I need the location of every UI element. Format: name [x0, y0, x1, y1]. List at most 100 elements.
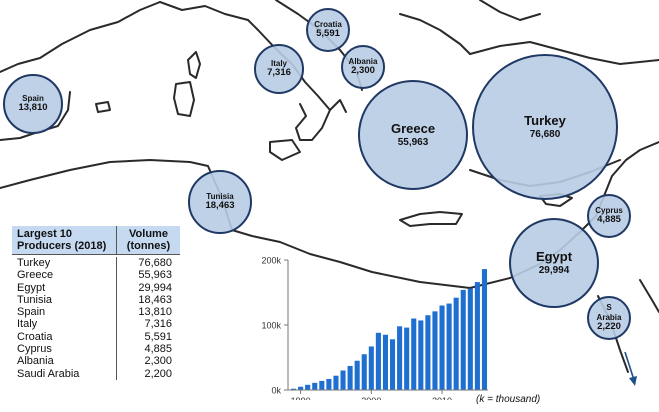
bar-2009 [432, 311, 438, 390]
coastline-red-sea-east [639, 279, 659, 313]
island-corsica [187, 51, 201, 79]
x-tick-label: 1990 [291, 396, 311, 400]
producer-country: Greece [17, 269, 54, 282]
producer-volume: 29,994 [116, 281, 180, 294]
bar-2004 [397, 326, 403, 390]
bar-2015 [474, 282, 480, 390]
bubble-label: Croatia [314, 19, 342, 29]
producer-volume: 76,680 [116, 257, 180, 270]
coastline-france [159, 1, 249, 21]
coastline-iberia [0, 1, 161, 73]
bar-1989 [290, 388, 297, 390]
bar-2005 [404, 327, 410, 390]
bubble-greece: Greece 55,963 [358, 80, 468, 190]
bar-2000 [368, 346, 374, 390]
bubble-value: 18,463 [205, 200, 235, 212]
y-tick-label: 100k [261, 321, 281, 331]
island-sardinia [173, 81, 195, 117]
bubble-albania: Albania 2,300 [341, 45, 385, 89]
bubble-value: 13,810 [18, 102, 48, 114]
bubble-value: 55,963 [397, 136, 429, 148]
table-row: Turkey 76,680 [12, 257, 180, 270]
table-row: Cyprus 4,885 [12, 343, 180, 356]
producer-volume: 2,300 [116, 355, 180, 368]
table-row: Egypt 29,994 [12, 281, 180, 294]
bar-2007 [418, 320, 424, 390]
bar-2016 [481, 269, 488, 390]
producer-country: Croatia [17, 330, 53, 343]
bar-2012 [453, 297, 459, 390]
y-tick-label: 0k [271, 386, 281, 396]
island-balearic [95, 101, 111, 113]
bubble-value: 5,591 [316, 28, 340, 40]
x-tick-label: 2010 [432, 396, 452, 400]
bubble-label: Egypt [535, 248, 573, 264]
header-volume: Volume (tonnes) [116, 226, 180, 254]
table-body: Turkey 76,680 Greece 55,963 Egypt 29,994 Tunis… [12, 255, 180, 380]
producer-volume: 5,591 [116, 330, 180, 344]
producer-volume: 2,200 [116, 367, 180, 380]
arrow-icon [624, 351, 637, 386]
bubble-label: Albania [348, 56, 378, 66]
bar-1994 [326, 378, 332, 390]
producers-table: Largest 10 Producers (2018) Volume (tonn… [12, 226, 180, 380]
header-producers: Largest 10 Producers (2018) [17, 228, 107, 252]
bubble-turkey: Turkey 76,680 [472, 54, 618, 200]
coastline-heel [329, 99, 347, 113]
bubble-label: Greece [390, 120, 436, 136]
bubble-croatia: Croatia 5,591 [306, 8, 350, 52]
bar-1996 [340, 370, 346, 390]
bubble-saudi-arabia: S Arabia 2,220 [587, 296, 631, 340]
table-row: Albania 2,300 [12, 355, 180, 368]
bubble-tunisia: Tunisia 18,463 [188, 170, 252, 234]
table-row: Spain 13,810 [12, 306, 180, 319]
bubble-italy: Italy 7,316 [254, 44, 304, 94]
island-crete [399, 211, 463, 227]
producer-country: Egypt [17, 281, 46, 294]
producer-country: Italy [17, 318, 38, 331]
bubble-value: 7,316 [267, 67, 291, 79]
table-row: Greece 55,963 [12, 269, 180, 282]
bubble-value: 4,885 [597, 214, 621, 226]
bar-2001 [375, 332, 381, 390]
coastline-turkey-north [469, 41, 659, 65]
bubble-spain: Spain 13,810 [3, 74, 63, 134]
bar-2008 [425, 315, 431, 390]
producer-country: Spain [17, 306, 46, 319]
bar-2002 [382, 334, 389, 390]
bar-1990 [298, 386, 304, 390]
table-row: Italy 7,316 [12, 318, 180, 331]
y-tick-label: 200k [261, 256, 281, 266]
bar-2011 [446, 303, 452, 390]
bubble-label: Spain [22, 93, 44, 103]
bubble-value: 2,220 [597, 320, 621, 332]
producer-country: Albania [17, 355, 54, 368]
bar-1995 [333, 375, 339, 390]
producer-country: Cyprus [17, 343, 52, 356]
bar-2014 [467, 288, 473, 390]
bar-2013 [460, 289, 466, 390]
bar-1993 [319, 380, 325, 390]
bubble-cyprus: Cyprus 4,885 [587, 194, 631, 238]
table-row: Tunisia 18,463 [12, 293, 180, 307]
producer-volume: 7,316 [116, 318, 180, 331]
table-row: Croatia 5,591 [12, 330, 180, 344]
table-header: Largest 10 Producers (2018) Volume (tonn… [12, 226, 180, 255]
bar-2006 [411, 318, 417, 390]
bubble-egypt: Egypt 29,994 [509, 218, 599, 308]
producer-volume: 55,963 [116, 269, 180, 282]
bubble-label: Cyprus [595, 205, 623, 215]
bubble-label: S Arabia [596, 303, 622, 322]
producer-volume: 18,463 [116, 293, 180, 307]
producer-volume: 4,885 [116, 343, 180, 356]
bubble-label: Italy [270, 58, 287, 68]
bar-1998 [354, 360, 360, 390]
island-sicily [269, 139, 301, 161]
bar-1992 [312, 382, 318, 390]
bar-2003 [389, 339, 396, 390]
producer-country: Turkey [17, 257, 51, 269]
bubble-value: 29,994 [538, 264, 570, 276]
